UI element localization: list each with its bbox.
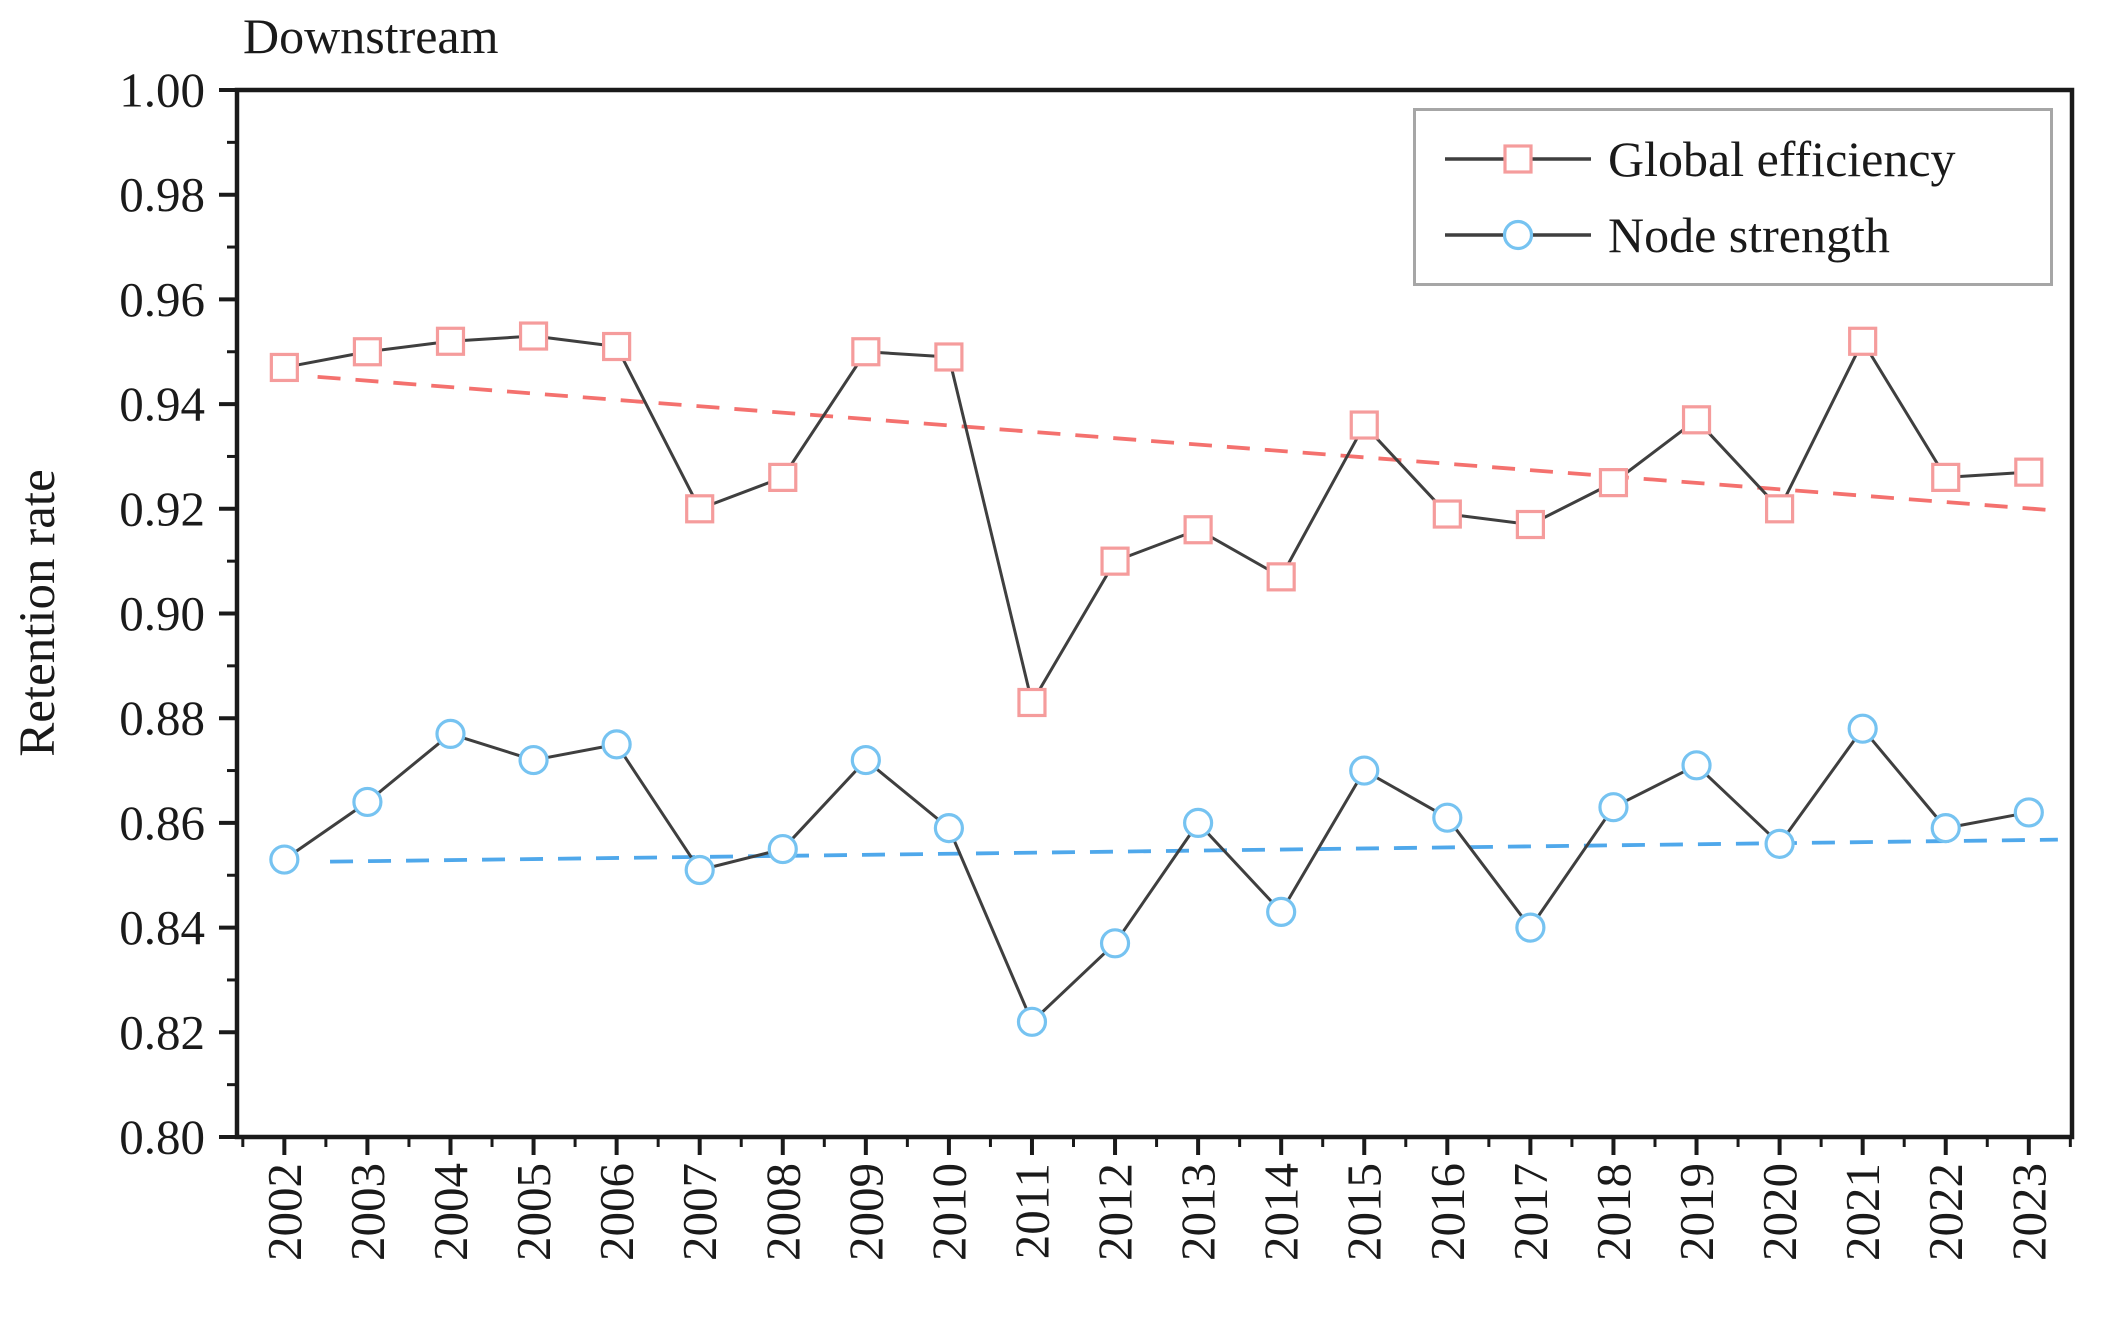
legend: Global efficiency Node strength bbox=[1413, 108, 2053, 286]
data-point-marker bbox=[435, 326, 466, 356]
y-tick-label: 0.86 bbox=[119, 795, 205, 850]
data-point-marker bbox=[1598, 792, 1629, 823]
data-point-marker bbox=[1099, 928, 1131, 959]
data-point-marker bbox=[1432, 499, 1462, 529]
x-tick-label: 2020 bbox=[1752, 1163, 1807, 1261]
data-point-marker bbox=[850, 744, 881, 776]
chart-title: Downstream bbox=[243, 8, 499, 64]
data-point-marker bbox=[1764, 828, 1795, 859]
data-point-marker bbox=[684, 854, 715, 886]
data-point-marker bbox=[685, 494, 715, 524]
x-tick-label: 2015 bbox=[1337, 1163, 1392, 1261]
x-tick-label: 2009 bbox=[838, 1163, 893, 1261]
legend-label: Node strength bbox=[1608, 206, 1890, 263]
y-tick-label: 0.80 bbox=[119, 1110, 205, 1165]
data-point-marker bbox=[518, 321, 549, 351]
data-point-marker bbox=[602, 331, 632, 362]
x-tick-label: 2023 bbox=[2001, 1163, 2056, 1261]
data-point-marker bbox=[1183, 807, 1214, 839]
plot-border bbox=[234, 87, 2075, 1140]
legend-label: Global efficiency bbox=[1608, 131, 1956, 188]
data-point-marker bbox=[1515, 509, 1545, 540]
y-tick-label: 0.84 bbox=[119, 900, 205, 955]
data-point-marker bbox=[1016, 1006, 1048, 1037]
circle-marker-icon bbox=[1445, 219, 1591, 250]
data-point-marker bbox=[768, 462, 798, 492]
data-point-marker bbox=[1930, 813, 1961, 844]
data-point-marker bbox=[2013, 797, 2044, 828]
data-point-marker bbox=[1349, 410, 1379, 440]
legend-item-global-efficiency: Global efficiency bbox=[1442, 132, 2050, 186]
data-point-marker bbox=[1681, 750, 1712, 781]
square-marker-icon bbox=[1445, 144, 1591, 174]
x-tick-label: 2019 bbox=[1669, 1163, 1724, 1261]
y-tick-label: 0.82 bbox=[119, 1005, 205, 1060]
data-point-marker bbox=[435, 718, 466, 750]
data-point-marker bbox=[1764, 494, 1795, 524]
x-tick-label: 2014 bbox=[1254, 1163, 1309, 1261]
data-point-marker bbox=[269, 352, 299, 383]
data-point-marker bbox=[1017, 687, 1047, 718]
series-line bbox=[283, 727, 2030, 1024]
x-tick-label: 2018 bbox=[1586, 1163, 1641, 1261]
x-tick-label: 2022 bbox=[1918, 1163, 1973, 1261]
data-point-marker bbox=[269, 844, 300, 875]
y-tick-label: 1.00 bbox=[119, 63, 205, 118]
x-tick-label: 2004 bbox=[423, 1163, 478, 1261]
y-tick-label: 0.92 bbox=[119, 481, 205, 536]
legend-circle-swatch bbox=[1502, 219, 1534, 250]
y-tick-label: 0.96 bbox=[119, 272, 205, 327]
x-tick-label: 2016 bbox=[1420, 1163, 1475, 1261]
trend-line bbox=[317, 374, 2054, 513]
trend-line bbox=[330, 837, 2058, 864]
x-tick-label: 2012 bbox=[1088, 1163, 1143, 1261]
data-point-marker bbox=[1515, 912, 1546, 943]
data-point-marker bbox=[767, 833, 798, 865]
data-point-marker bbox=[1931, 462, 1961, 492]
x-tick-label: 2021 bbox=[1835, 1163, 1890, 1261]
x-tick-label: 2017 bbox=[1503, 1163, 1558, 1261]
data-point-marker bbox=[1598, 468, 1629, 498]
data-point-marker bbox=[1266, 896, 1297, 927]
x-tick-label: 2010 bbox=[921, 1163, 976, 1261]
y-tick-label: 0.90 bbox=[119, 586, 205, 641]
y-tick-label: 0.88 bbox=[119, 691, 205, 746]
data-point-marker bbox=[352, 337, 383, 367]
data-point-marker bbox=[2014, 457, 2044, 487]
legend-square-swatch bbox=[1503, 144, 1533, 174]
x-tick-label: 2003 bbox=[340, 1163, 395, 1261]
x-tick-label: 2008 bbox=[755, 1163, 810, 1261]
data-point-marker bbox=[1349, 755, 1380, 786]
data-point-marker bbox=[1266, 562, 1296, 592]
y-tick-label: 0.94 bbox=[119, 377, 205, 432]
data-point-marker bbox=[851, 337, 881, 367]
data-point-marker bbox=[352, 786, 383, 818]
x-tick-label: 2007 bbox=[672, 1163, 727, 1261]
y-tick-label: 0.98 bbox=[119, 167, 205, 222]
data-point-marker bbox=[1100, 546, 1130, 576]
data-point-marker bbox=[1681, 405, 1712, 435]
legend-item-node-strength: Node strength bbox=[1442, 208, 2050, 262]
data-point-marker bbox=[1847, 713, 1878, 744]
x-tick-label: 2011 bbox=[1004, 1163, 1059, 1259]
data-point-marker bbox=[934, 342, 964, 372]
x-tick-label: 2013 bbox=[1171, 1163, 1226, 1261]
data-point-marker bbox=[1183, 515, 1213, 545]
data-point-marker bbox=[601, 729, 632, 760]
series-line bbox=[284, 334, 2029, 704]
x-tick-label: 2005 bbox=[506, 1163, 561, 1261]
x-tick-label: 2006 bbox=[589, 1163, 644, 1261]
data-point-marker bbox=[1432, 802, 1463, 833]
data-point-marker bbox=[933, 813, 965, 844]
x-tick-label: 2002 bbox=[257, 1163, 312, 1261]
data-point-marker bbox=[518, 744, 549, 776]
data-point-marker bbox=[1848, 326, 1878, 356]
